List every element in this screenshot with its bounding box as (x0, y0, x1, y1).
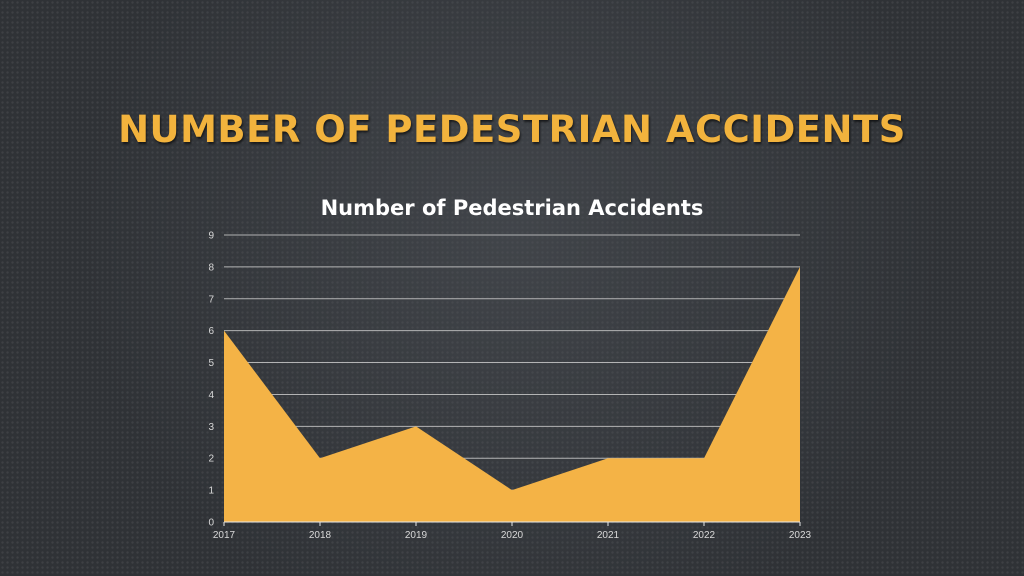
x-axis-ticks: 2017 2018 2019 2020 2021 2022 2023 (213, 522, 812, 541)
chart-title: Number of Pedestrian Accidents (321, 196, 704, 220)
x-tick-label: 2020 (501, 530, 524, 541)
y-tick-label: 5 (208, 358, 214, 369)
y-tick-label: 3 (208, 422, 214, 433)
y-tick-label: 6 (208, 326, 214, 337)
y-axis-ticks: 0 1 2 3 4 5 6 7 8 9 (208, 231, 214, 529)
y-tick-label: 4 (208, 390, 214, 401)
series-area-path (224, 266, 800, 522)
x-tick-label: 2018 (309, 530, 332, 541)
y-tick-label: 7 (208, 294, 214, 305)
x-tick-label: 2023 (789, 530, 812, 541)
x-tick-label: 2019 (405, 530, 428, 541)
y-tick-label: 1 (208, 486, 214, 497)
x-tick-label: 2017 (213, 530, 236, 541)
slide-title: NUMBER OF PEDESTRIAN ACCIDENTS (118, 108, 906, 151)
y-tick-label: 2 (208, 454, 214, 465)
y-tick-label: 8 (208, 262, 214, 273)
y-tick-label: 9 (208, 231, 214, 242)
x-tick-label: 2021 (597, 530, 620, 541)
y-tick-label: 0 (208, 518, 214, 529)
x-tick-label: 2022 (693, 530, 716, 541)
